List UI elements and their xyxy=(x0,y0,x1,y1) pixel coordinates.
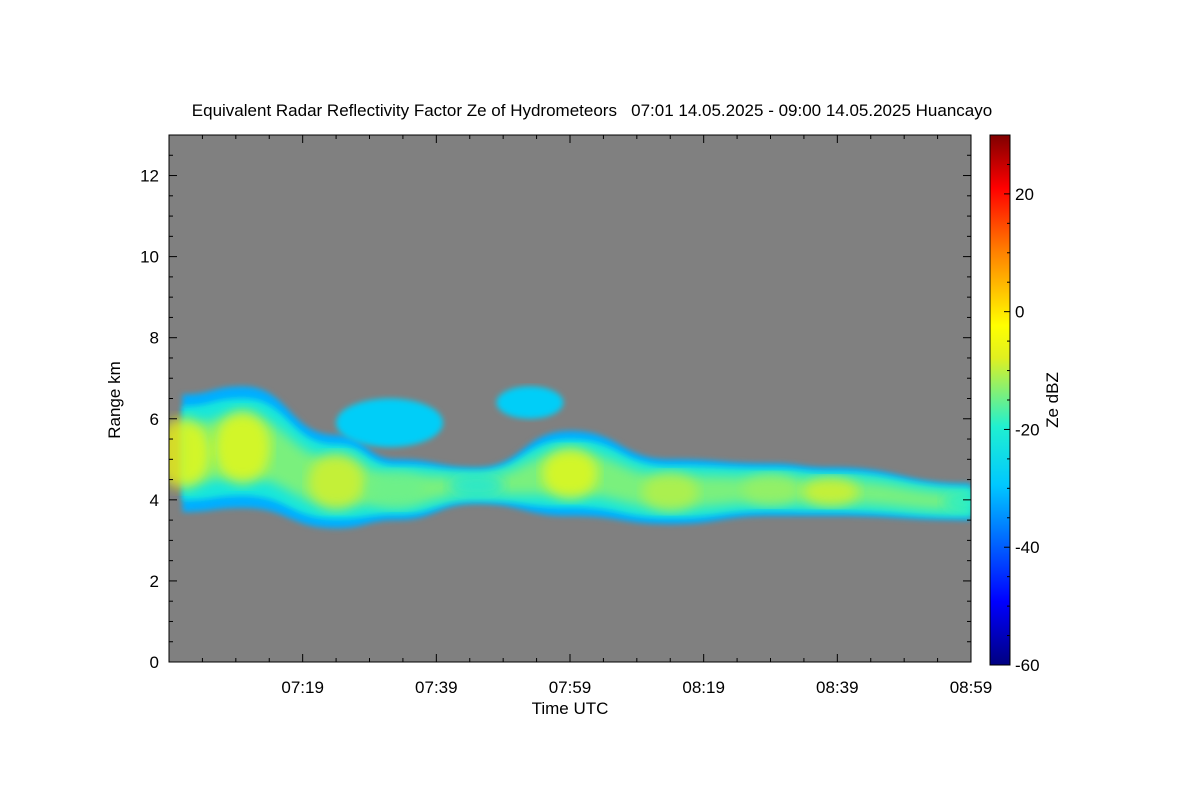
y-axis: 0 2 4 6 8 10 12 xyxy=(140,134,971,672)
x-axis-label: Time UTC xyxy=(532,699,609,718)
cloud-core xyxy=(214,410,271,484)
cloud-layer xyxy=(169,386,971,529)
x-tick-label: 08:39 xyxy=(816,678,859,697)
plot-background xyxy=(169,135,971,662)
y-tick-label: 8 xyxy=(150,329,159,348)
colorbar-tick-label: 0 xyxy=(1015,303,1024,322)
y-tick-label: 0 xyxy=(150,653,159,672)
cloud-core xyxy=(308,453,365,510)
cloud-upper-patch xyxy=(496,386,564,419)
colorbar-tick-label: -20 xyxy=(1015,420,1040,439)
y-tick-label: 6 xyxy=(150,410,159,429)
cloud-core xyxy=(368,471,425,508)
cloud-core xyxy=(642,472,699,512)
cloud-upper-patch xyxy=(336,398,444,448)
colorbar-ticks: 20 0 -20 -40 -60 xyxy=(1004,134,1040,675)
y-tick-label: 2 xyxy=(150,572,159,591)
cloud-core xyxy=(943,490,971,513)
cloud-core xyxy=(448,474,505,497)
y-tick-label: 12 xyxy=(140,167,159,186)
colorbar-tick-label: -60 xyxy=(1015,656,1040,675)
colorbar-tick-label: -40 xyxy=(1015,538,1040,557)
cloud-core xyxy=(802,477,859,507)
y-axis-label: Range km xyxy=(105,361,124,438)
cloud-core xyxy=(169,417,211,489)
y-tick-label: 10 xyxy=(140,248,159,267)
cloud-core xyxy=(742,473,799,506)
x-tick-label: 08:59 xyxy=(950,678,993,697)
colorbar-tick-label: 20 xyxy=(1015,185,1034,204)
y-tick-label: 4 xyxy=(150,491,159,510)
chart-title: Equivalent Radar Reflectivity Factor Ze … xyxy=(192,101,992,120)
cloud-core xyxy=(542,447,598,500)
x-tick-label: 07:39 xyxy=(415,678,458,697)
x-tick-label: 07:19 xyxy=(281,678,324,697)
x-axis: 07:19 07:39 07:59 08:19 08:39 08:59 xyxy=(168,135,993,697)
colorbar-label: Ze dBZ xyxy=(1043,372,1062,428)
x-tick-label: 07:59 xyxy=(549,678,592,697)
x-tick-label: 08:19 xyxy=(682,678,725,697)
